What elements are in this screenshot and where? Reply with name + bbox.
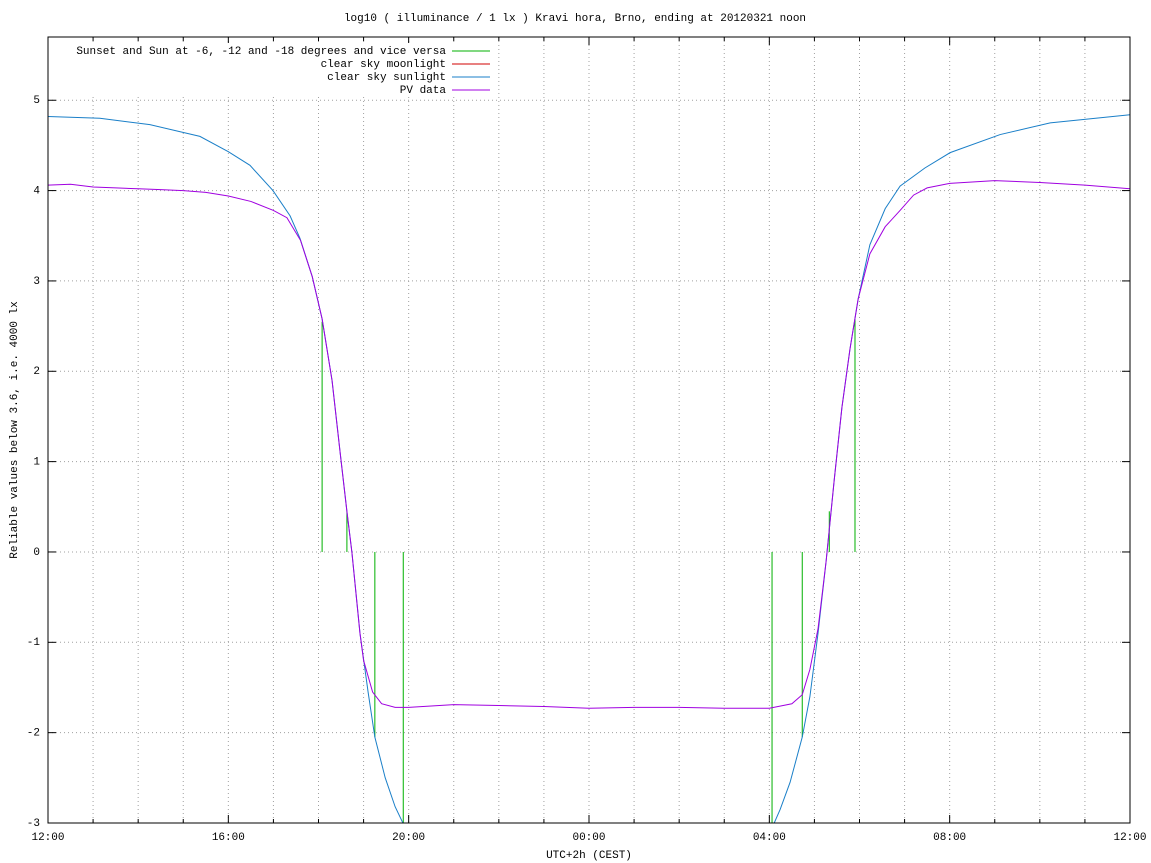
y-tick-label: 5: [33, 95, 40, 107]
y-tick-label: -3: [27, 818, 40, 830]
y-tick-label: -1: [27, 637, 41, 649]
y-tick-label: 0: [33, 547, 40, 559]
x-axis-label: UTC+2h (CEST): [546, 850, 632, 862]
y-tick-label: -2: [27, 728, 40, 740]
line-series: [48, 180, 1130, 709]
x-tick-label: 08:00: [933, 832, 966, 844]
plot-border: [47, 36, 1131, 824]
x-tick-label: 16:00: [212, 832, 245, 844]
x-tick-label: 20:00: [392, 832, 425, 844]
chart-title: log10 ( illuminance / 1 lx ) Kravi hora,…: [344, 13, 806, 25]
y-tick-label: 1: [33, 457, 40, 469]
legend-label: PV data: [400, 85, 447, 97]
x-tick-label: 00:00: [572, 832, 605, 844]
legend: Sunset and Sun at -6, -12 and -18 degree…: [50, 43, 494, 97]
y-axis-label: Reliable values below 3.6, i.e. 4000 lx: [9, 301, 21, 559]
legend-label: clear sky moonlight: [321, 59, 446, 71]
legend-background: [50, 43, 494, 97]
y-tick-label: 4: [33, 185, 40, 197]
legend-label: clear sky sunlight: [327, 72, 446, 84]
x-tick-label: 04:00: [753, 832, 786, 844]
grid: -3 -2 -1 0 1 2 3 4 5 12:00 16:00 20:00 00:00 04:00 08:…: [27, 37, 1147, 844]
y-tick-label: 3: [33, 276, 40, 288]
legend-label: Sunset and Sun at -6, -12 and -18 degree…: [76, 46, 446, 58]
x-tick-label: 12:00: [1113, 832, 1146, 844]
y-tick-label: 2: [33, 366, 40, 378]
x-tick-label: 12:00: [31, 832, 64, 844]
plot-area: [48, 114, 1130, 823]
